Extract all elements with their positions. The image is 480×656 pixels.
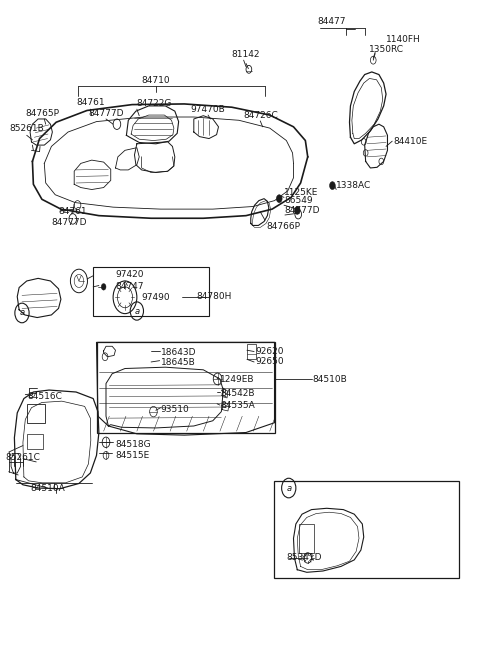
Text: 1140FH: 1140FH [386, 35, 421, 44]
Circle shape [363, 150, 368, 156]
Text: 84777D: 84777D [51, 218, 87, 227]
Text: 84765P: 84765P [25, 109, 59, 117]
Circle shape [276, 195, 282, 203]
Text: 84515E: 84515E [116, 451, 150, 460]
Text: 92620: 92620 [255, 347, 284, 356]
Text: 84777D: 84777D [88, 109, 124, 117]
Text: a: a [286, 483, 291, 493]
Text: 92650: 92650 [255, 358, 284, 367]
Text: 1125KE: 1125KE [284, 188, 318, 197]
Bar [274, 481, 459, 577]
Text: 84747: 84747 [116, 281, 144, 291]
Text: 84766P: 84766P [266, 222, 300, 232]
Bar [93, 267, 209, 316]
Text: 85261C: 85261C [5, 453, 40, 462]
Text: 84722G: 84722G [136, 99, 171, 108]
Text: 84761: 84761 [76, 98, 105, 107]
Text: 85261B: 85261B [9, 125, 44, 133]
Circle shape [379, 158, 384, 165]
Bar [299, 524, 314, 554]
Text: 84518G: 84518G [116, 440, 151, 449]
Text: a: a [19, 308, 24, 318]
Circle shape [361, 138, 366, 145]
Text: 18643D: 18643D [161, 348, 196, 357]
Text: 86549: 86549 [284, 196, 312, 205]
Text: 1350RC: 1350RC [370, 45, 405, 54]
Text: 97490: 97490 [142, 293, 170, 302]
Text: 84510A: 84510A [30, 483, 65, 493]
Text: 84516C: 84516C [28, 392, 62, 401]
Text: 18645B: 18645B [161, 358, 195, 367]
Bar [96, 342, 275, 432]
Text: 81142: 81142 [232, 50, 260, 59]
Text: 93510: 93510 [161, 405, 189, 414]
Text: 97470B: 97470B [191, 105, 226, 113]
Text: 1249EB: 1249EB [220, 375, 254, 384]
Text: 97420: 97420 [116, 270, 144, 279]
Circle shape [294, 207, 300, 215]
Text: 85341D: 85341D [287, 554, 322, 562]
Text: 84410E: 84410E [393, 136, 427, 146]
Bar [247, 344, 256, 359]
Text: 84777D: 84777D [284, 206, 320, 215]
Text: 84477: 84477 [317, 16, 346, 26]
Circle shape [101, 283, 106, 290]
Bar [27, 434, 43, 449]
Text: 84726C: 84726C [243, 111, 277, 119]
Text: 84780H: 84780H [196, 292, 231, 301]
Circle shape [330, 182, 335, 190]
Text: 84710: 84710 [142, 76, 170, 85]
Text: 84510B: 84510B [312, 375, 347, 384]
Text: 1338AC: 1338AC [336, 180, 372, 190]
Text: 84542B: 84542B [220, 389, 254, 398]
Text: 84761: 84761 [59, 207, 87, 216]
Bar [27, 405, 45, 422]
Text: a: a [134, 306, 139, 316]
Text: 84535A: 84535A [220, 401, 255, 410]
